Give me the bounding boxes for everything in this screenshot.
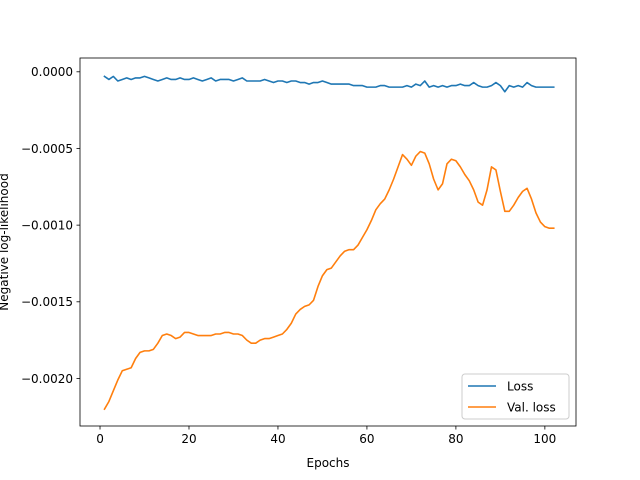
x-tick-label: 60 xyxy=(359,432,374,446)
x-tick-label: 100 xyxy=(533,432,556,446)
series-layer xyxy=(103,75,555,411)
x-tick-label: 0 xyxy=(96,432,104,446)
legend-label-val-loss: Val. loss xyxy=(507,401,556,415)
y-tick-label: −0.0010 xyxy=(21,218,73,232)
y-tick-label: −0.0005 xyxy=(21,142,73,156)
y-tick-label: −0.0015 xyxy=(21,295,73,309)
y-tick-label: −0.0020 xyxy=(21,372,73,386)
series-line-val-loss xyxy=(103,150,555,411)
y-tick-label: 0.0000 xyxy=(31,65,73,79)
plot-frame xyxy=(79,57,577,427)
legend-label-loss: Loss xyxy=(507,380,533,394)
x-tick-label: 40 xyxy=(270,432,285,446)
legend: Loss Val. loss xyxy=(461,373,570,420)
x-axis: 0 20 40 60 80 100 xyxy=(96,426,556,446)
plot-area xyxy=(80,58,576,426)
x-tick-label: 20 xyxy=(181,432,196,446)
series-line-loss xyxy=(103,75,555,93)
x-axis-label: Epochs xyxy=(307,456,350,470)
y-axis: 0.0000 −0.0005 −0.0010 −0.0015 −0.0020 xyxy=(21,65,80,386)
y-axis-label: Negative log-likelihood xyxy=(0,173,11,310)
x-tick-label: 80 xyxy=(448,432,463,446)
